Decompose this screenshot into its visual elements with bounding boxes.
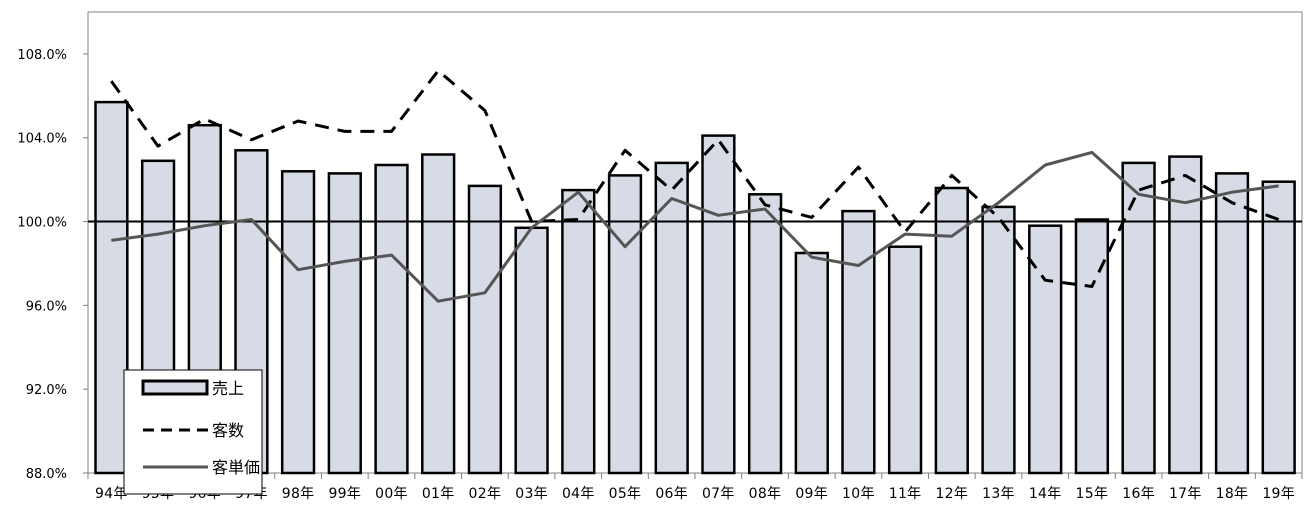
x-tick-label: 01年 <box>422 486 455 502</box>
bar-18 <box>934 186 969 475</box>
bar-24 <box>1214 172 1250 475</box>
x-tick-label: 12年 <box>935 486 968 502</box>
legend: 売上 客数 客単価 <box>123 369 263 495</box>
bar-12 <box>654 161 689 475</box>
x-tick-label: 04年 <box>562 486 595 502</box>
x-tick-label: 02年 <box>469 486 502 502</box>
bar-0 <box>94 100 129 475</box>
x-tick-label: 98年 <box>282 486 315 502</box>
x-tick-label: 15年 <box>1076 486 1109 502</box>
bar-23 <box>1168 155 1203 475</box>
legend-label-unit-price: 客単価 <box>212 458 260 477</box>
y-tick-label: 92.0% <box>26 383 67 398</box>
bar-22 <box>1121 161 1156 475</box>
y-tick-label: 100.0% <box>17 216 67 231</box>
bar-4 <box>280 170 316 475</box>
bar-19 <box>981 205 1016 475</box>
series-lines <box>110 69 1280 303</box>
x-tick-label: 16年 <box>1122 486 1155 502</box>
y-tick-label: 108.0% <box>17 48 67 63</box>
bar-25 <box>1261 180 1296 475</box>
bar-6 <box>374 163 409 475</box>
legend-swatch-bar <box>141 379 209 396</box>
y-axis: 88.0% 92.0% 96.0% 100.0% 104.0% 108.0% <box>17 48 88 482</box>
bar-7 <box>421 153 456 475</box>
bar-14 <box>747 193 783 475</box>
x-tick-label: 06年 <box>655 486 688 502</box>
y-tick-label: 104.0% <box>17 132 67 147</box>
x-tick-label: 11年 <box>889 486 922 502</box>
y-tick-label: 96.0% <box>26 299 67 314</box>
x-tick-label: 05年 <box>609 486 642 502</box>
legend-label-sales: 売上 <box>212 379 244 398</box>
bar-10 <box>561 188 596 475</box>
x-tick-label: 08年 <box>749 486 782 502</box>
bar-5 <box>327 172 362 475</box>
series-line-1 <box>110 69 1280 288</box>
bar-17 <box>887 245 923 475</box>
bar-15 <box>794 251 829 475</box>
y-tick-label: 88.0% <box>26 467 67 482</box>
x-tick-label: 17年 <box>1169 486 1202 502</box>
x-tick-label: 13年 <box>982 486 1015 502</box>
x-tick-label: 19年 <box>1262 486 1295 502</box>
bar-13 <box>701 134 736 475</box>
series-line-2 <box>111 150 1279 303</box>
plot-area <box>87 11 1303 474</box>
legend-label-customers: 客数 <box>212 421 244 440</box>
bar-8 <box>467 184 503 475</box>
x-tick-label: 03年 <box>515 486 548 502</box>
x-tick-label: 99年 <box>328 486 361 502</box>
x-tick-label: 10年 <box>842 486 875 502</box>
x-tick-label: 14年 <box>1029 486 1062 502</box>
x-tick-label: 09年 <box>795 486 828 502</box>
bar-9 <box>514 226 549 475</box>
x-tick-label: 07年 <box>702 486 735 502</box>
x-tick-label: 18年 <box>1216 486 1249 502</box>
bar-21 <box>1074 218 1110 475</box>
x-axis: 94年95年96年97年98年99年00年01年02年03年04年05年06年0… <box>87 473 1303 502</box>
x-tick-label: 00年 <box>375 486 408 502</box>
bar-16 <box>841 209 876 475</box>
bar-11 <box>607 174 643 475</box>
x-tick-label: 94年 <box>95 486 128 502</box>
